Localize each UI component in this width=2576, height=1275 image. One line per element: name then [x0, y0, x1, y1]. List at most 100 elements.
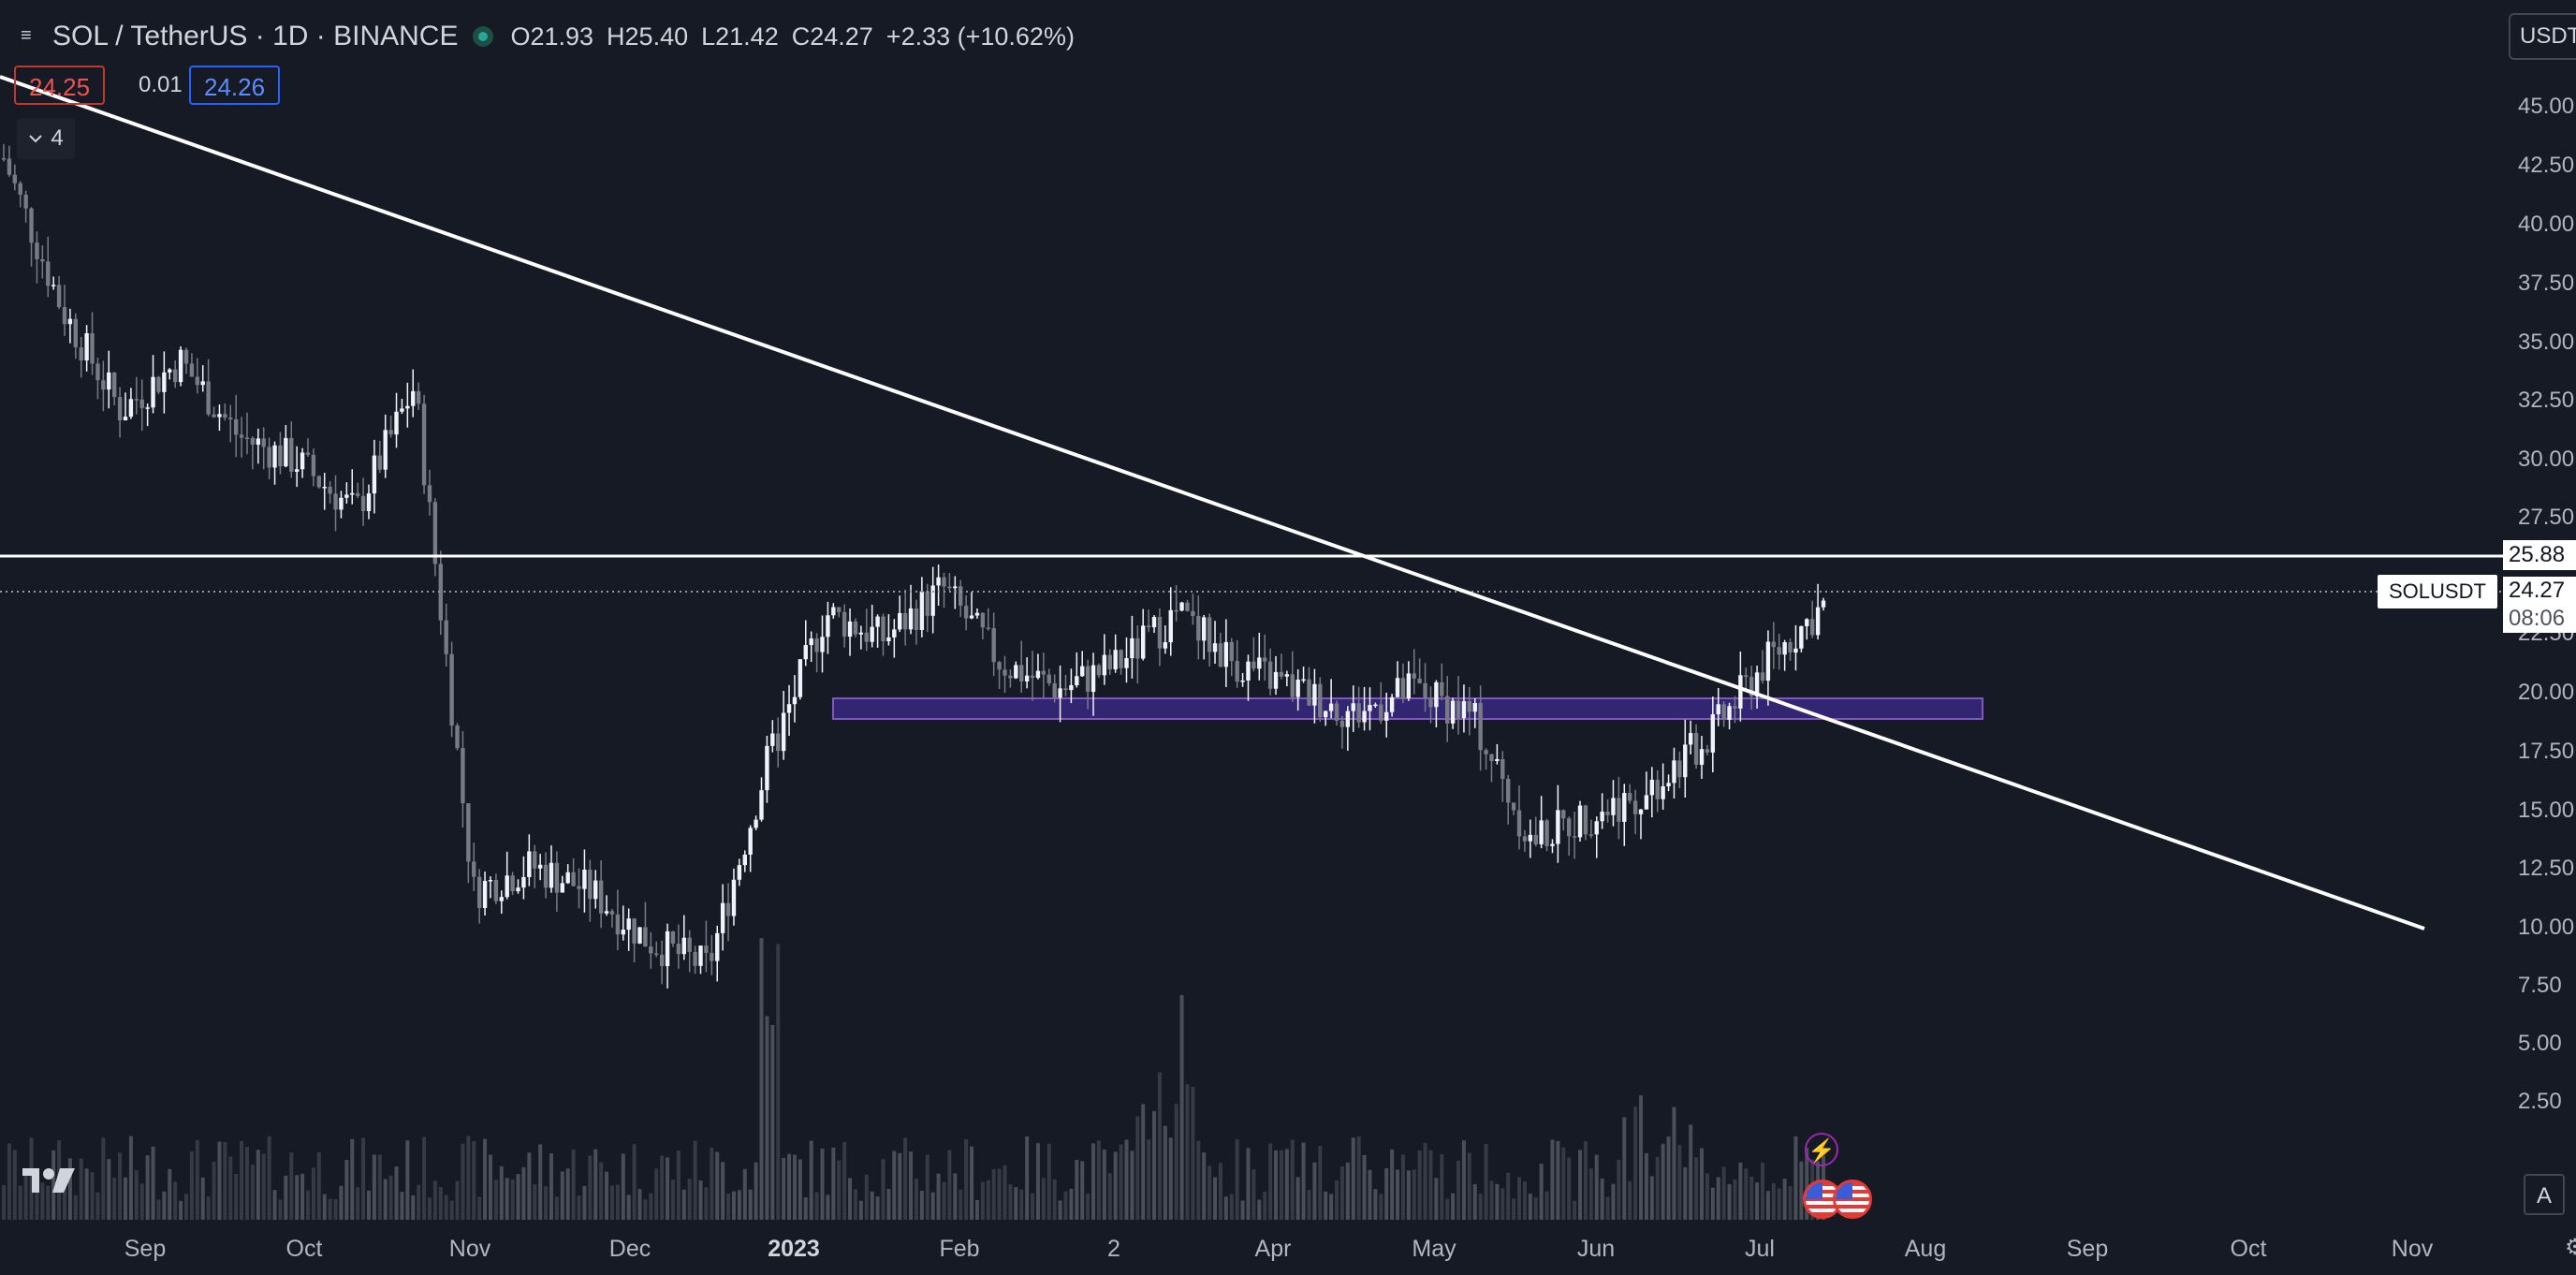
volume-bar: [615, 1184, 620, 1220]
candle-body: [1744, 675, 1749, 678]
volume-bar: [1208, 1165, 1212, 1220]
candle-body: [1141, 625, 1146, 659]
candle-body: [366, 493, 372, 511]
candle-body: [1328, 703, 1334, 711]
volume-bar: [798, 1159, 802, 1220]
candle-body: [123, 417, 128, 421]
candle-body: [1749, 677, 1754, 696]
volume-bar: [1063, 1191, 1068, 1220]
volume-bar: [1782, 1179, 1787, 1220]
volume-bar: [305, 1190, 310, 1220]
candle-body: [95, 363, 100, 381]
volume-bar: [687, 1179, 692, 1220]
candle-body: [128, 399, 134, 418]
candle-body: [168, 369, 172, 373]
volume-bar: [947, 1150, 952, 1220]
candle-body: [134, 399, 139, 401]
lightning-event-icon[interactable]: ⚡: [1805, 1133, 1838, 1166]
candle-body: [588, 869, 593, 900]
volume-bar: [295, 1175, 300, 1220]
volume-bar: [1235, 1139, 1239, 1220]
volume-bar: [770, 1025, 775, 1220]
candle-body: [1218, 643, 1223, 667]
time-axis-label: 2023: [768, 1236, 820, 1262]
volume-bar: [1412, 1169, 1416, 1220]
candle-body: [676, 943, 681, 955]
candle-body: [969, 615, 974, 619]
candle-body: [405, 405, 410, 409]
candle-body: [416, 390, 421, 404]
volume-bar: [1312, 1162, 1317, 1220]
price-axis-label: 7.50: [2518, 973, 2562, 998]
volume-bar: [217, 1141, 222, 1220]
menu-icon[interactable]: ≡: [21, 25, 32, 46]
trendline[interactable]: [0, 75, 2425, 931]
candle-body: [244, 437, 250, 439]
volume-bar: [1218, 1163, 1222, 1220]
candle-body: [1577, 805, 1583, 838]
candle-body: [1179, 602, 1184, 611]
candle-body: [316, 476, 322, 488]
candle-body: [1107, 654, 1112, 669]
volume-bar: [1268, 1143, 1273, 1220]
candle-body: [156, 376, 161, 392]
volume-bar: [472, 1141, 476, 1220]
auto-scale-button[interactable]: A: [2524, 1174, 2565, 1215]
candle-body: [1035, 670, 1041, 679]
candle-body: [582, 869, 587, 889]
volume-bar: [1639, 1095, 1644, 1220]
candle-body: [1594, 821, 1599, 835]
candle-body: [322, 487, 327, 489]
candle-body: [1666, 783, 1671, 786]
volume-bar: [538, 1144, 543, 1220]
candle-body: [1539, 820, 1544, 844]
candle-body: [151, 376, 155, 408]
candle-body: [1019, 665, 1024, 681]
buy-price-button[interactable]: 24.26: [189, 66, 281, 105]
settings-gear-icon[interactable]: ⚙: [2565, 1235, 2576, 1260]
indicators-collapse-button[interactable]: 4: [17, 118, 75, 159]
candle-body: [1583, 805, 1588, 835]
candle-body: [67, 318, 73, 325]
candle-body: [233, 418, 239, 435]
candle-body: [731, 879, 737, 916]
volume-bar: [200, 1177, 205, 1220]
volume-bar: [721, 1162, 725, 1220]
volume-bar: [1528, 1194, 1532, 1220]
sell-price-button[interactable]: 24.25: [14, 66, 106, 105]
us-flag-event-icon[interactable]: [1833, 1180, 1872, 1219]
volume-bar: [527, 1152, 532, 1220]
price-axis-label: 42.50: [2518, 153, 2575, 178]
currency-button[interactable]: USDT: [2509, 13, 2576, 60]
price-axis-label: 45.00: [2518, 94, 2575, 119]
volume-bar: [1749, 1176, 1754, 1220]
volume-bar: [29, 1137, 34, 1220]
volume-bar: [1633, 1106, 1638, 1220]
candle-body: [46, 261, 51, 286]
volume-bar: [234, 1173, 239, 1220]
volume-bar: [1052, 1179, 1057, 1220]
candle-body: [1815, 607, 1821, 636]
volume-bar: [284, 1175, 288, 1220]
candle-body: [1362, 711, 1367, 723]
volume-bar: [1163, 1125, 1167, 1220]
candle-body: [183, 349, 189, 364]
volume-bar: [549, 1153, 553, 1220]
candle-body: [632, 918, 637, 944]
candle-body: [720, 902, 725, 933]
volume-bar: [726, 1193, 731, 1220]
volume-bar: [521, 1166, 526, 1220]
support-zone[interactable]: [832, 697, 1983, 720]
symbol-title[interactable]: SOL / TetherUS · 1D · BINANCE: [52, 21, 459, 51]
volume-bar: [1556, 1140, 1560, 1220]
candle-body: [62, 307, 67, 325]
candle-body: [649, 946, 653, 954]
volume-bar: [1191, 1086, 1195, 1220]
volume-bar: [1096, 1140, 1101, 1220]
time-axis-label: Oct: [285, 1236, 323, 1262]
tradingview-logo-icon[interactable]: [22, 1166, 79, 1194]
volume-bar: [1003, 1165, 1007, 1220]
candle-body: [543, 864, 549, 888]
candle-body: [681, 937, 686, 955]
